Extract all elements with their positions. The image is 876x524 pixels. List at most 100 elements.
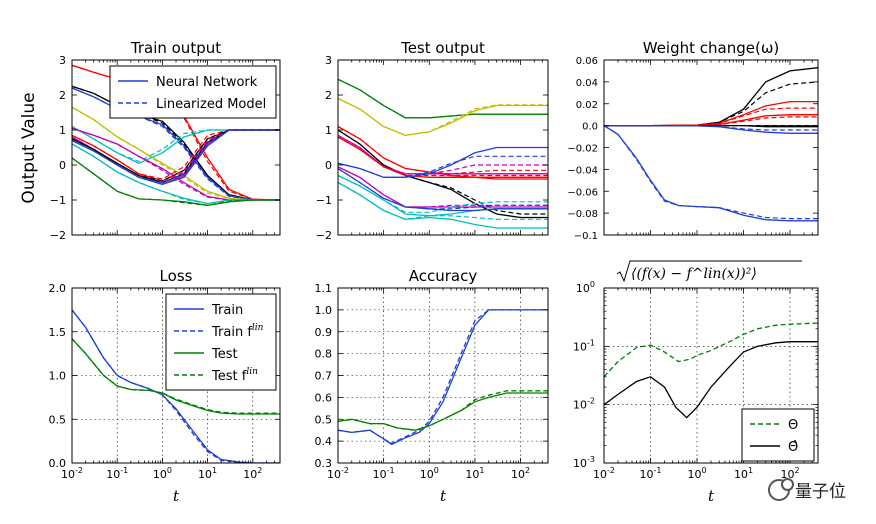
panel-accuracy: 10-2 10-1 100 101 102 0.3 0.4 0.5 0.6 0.7 0.8 0.9 1.… (315, 267, 549, 505)
series-line-linearized (338, 181, 548, 220)
watermark-text: 量子位 (795, 482, 846, 502)
panel-title: Loss (160, 267, 193, 285)
panel-loss: 10-2 10-1 100 101 102 0.0 0.5 1.0 1.5 2.0 Loss t Tra… (49, 267, 281, 505)
series-line-linearized (604, 125, 818, 220)
x-tick-label: 10-1 (373, 466, 395, 481)
series-line (338, 181, 548, 229)
y-tick-label: 0.8 (315, 348, 333, 361)
y-tick-label: 0.5 (315, 413, 333, 426)
legend-label: Test (211, 347, 238, 362)
y-tick-label: 2.0 (49, 282, 67, 295)
y-tick-label: 3 (59, 54, 66, 67)
panel-title: Accuracy (409, 267, 478, 285)
wechat-logo-icon (768, 477, 794, 501)
y-tick-label: 10-1 (573, 338, 595, 353)
series-line-linearized (604, 107, 818, 127)
series-group (604, 67, 818, 222)
series-line-linearized (338, 97, 548, 136)
y-tick-label: 0.04 (576, 78, 598, 89)
y-tick-label: 100 (576, 280, 595, 295)
legend-label: Neural Network (156, 75, 258, 90)
series-line (604, 124, 818, 134)
series-line (72, 338, 280, 414)
series-line-linearized (72, 106, 280, 201)
panel-title: Test output (400, 39, 485, 57)
series-line-linearized (604, 81, 818, 127)
legend-label: Test flin (211, 367, 258, 384)
series-line-linearized (338, 167, 548, 210)
shared-ylabel: Output Value (19, 92, 39, 203)
x-tick-label: 10-1 (640, 466, 662, 481)
x-tick-label: 10-2 (327, 466, 349, 481)
series-line (604, 322, 818, 378)
y-tick-label: −0.02 (567, 144, 598, 155)
x-tick-label: 10-2 (593, 466, 615, 481)
series-line (338, 78, 548, 119)
legend-label: Θ̂ (788, 440, 798, 455)
series-line (338, 309, 548, 446)
series-group (72, 309, 280, 463)
y-tick-label: 0.0 (49, 457, 67, 470)
y-tick-label: 0.7 (315, 370, 333, 383)
y-tick-label: 0 (325, 159, 332, 172)
series-line-linearized (72, 87, 280, 201)
y-tick-label: 0.3 (315, 457, 333, 470)
series-line (72, 106, 280, 201)
series-line-linearized (338, 129, 548, 215)
legend-box (109, 65, 277, 119)
x-axis-label: t (440, 487, 447, 505)
series-line-linearized (72, 64, 280, 201)
x-tick-label: 100 (153, 466, 172, 481)
series-group (338, 78, 548, 229)
y-tick-label: 10-3 (573, 455, 595, 470)
series-line (72, 129, 280, 185)
y-tick-label: 1.5 (49, 326, 67, 339)
series-line (338, 97, 548, 136)
x-tick-label: 101 (465, 466, 484, 481)
y-tick-label: −0.08 (567, 209, 598, 220)
series-group (72, 64, 280, 206)
legend-label: Θ (788, 418, 798, 433)
y-tick-label: −1 (50, 194, 66, 207)
y-tick-label: −0.1 (574, 231, 598, 242)
y-tick-label: −0.06 (567, 187, 598, 198)
series-line (338, 390, 548, 431)
series-line-linearized (72, 157, 280, 206)
y-tick-label: 1 (325, 124, 332, 137)
y-tick-label: −0.04 (567, 165, 598, 176)
y-tick-label: 0.4 (315, 435, 333, 448)
panel-test_output: −2 −1 0 1 2 3 Test output (316, 39, 549, 242)
y-tick-label: 0.06 (576, 56, 598, 67)
legend-label: Linearized Model (156, 97, 266, 112)
y-tick-label: 10-2 (573, 397, 595, 412)
series-line (604, 125, 818, 222)
x-tick-label: 101 (198, 466, 217, 481)
watermark: 量子位 (768, 477, 846, 502)
series-line (338, 166, 548, 208)
series-line-linearized (338, 155, 548, 178)
x-axis-label: t (708, 487, 715, 505)
y-tick-label: 0.02 (576, 100, 598, 111)
x-tick-label: 102 (243, 466, 262, 481)
y-tick-label: 0.6 (315, 391, 333, 404)
x-tick-label: 100 (420, 466, 439, 481)
legend-label: Train (211, 303, 243, 318)
series-line (604, 341, 818, 419)
x-tick-label: 10-1 (106, 466, 128, 481)
series-line-linearized (72, 129, 280, 184)
y-tick-label: 1.0 (49, 370, 67, 383)
y-tick-label: 1 (59, 124, 66, 137)
legend-box (165, 293, 277, 391)
series-line-linearized (72, 129, 280, 182)
y-tick-label: 2 (325, 89, 332, 102)
series-line-linearized (338, 78, 548, 119)
x-tick-label: 10-2 (61, 466, 83, 481)
axes-frame (603, 59, 819, 236)
sqrt-sign (616, 260, 802, 283)
y-tick-label: 0.5 (49, 413, 67, 426)
y-tick-label: 0 (59, 159, 66, 172)
x-axis-label: t (173, 487, 180, 505)
series-line (604, 100, 818, 127)
